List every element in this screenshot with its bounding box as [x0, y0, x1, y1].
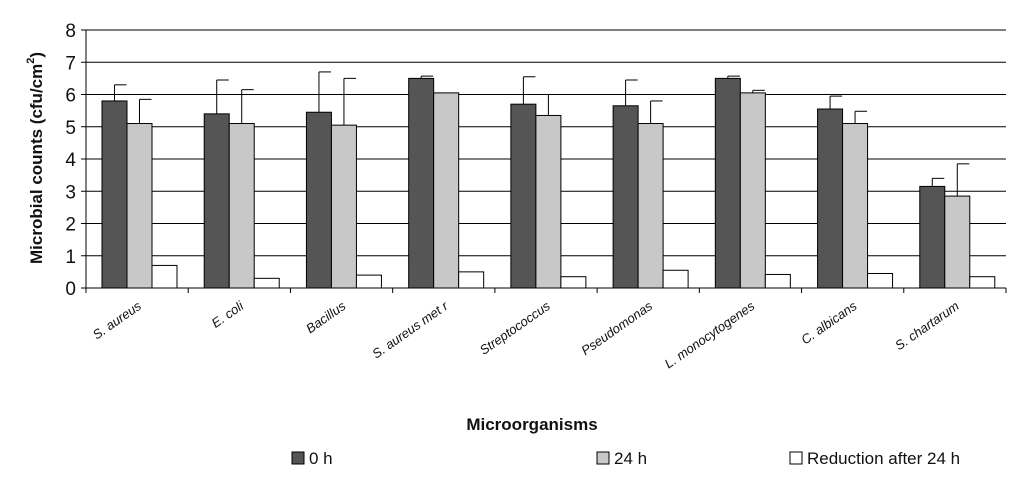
x-tick-label-7: C. albicans	[798, 298, 860, 347]
bar-1-7	[842, 123, 869, 289]
x-tick-label-6: L. monocytogenes	[662, 298, 758, 372]
bar-1-6	[739, 92, 766, 289]
bar-0-8	[919, 185, 946, 289]
x-tick-label-3: S. aureus met r	[369, 298, 451, 362]
y-tick-label-6: 6	[65, 86, 76, 107]
x-tick-label-5: Pseudomonas	[578, 298, 655, 358]
y-tick-label-2: 2	[65, 215, 76, 236]
bar-1-2	[330, 124, 357, 289]
legend-swatch-0h	[291, 451, 305, 465]
y-axis-title-main: Microbial counts (cfu/cm	[27, 64, 46, 264]
y-tick-label-3: 3	[65, 182, 76, 203]
legend-label-0h: 0 h	[309, 449, 333, 468]
legend-label-24h: 24 h	[614, 449, 647, 468]
bar-0-1	[203, 113, 230, 289]
bar-1-8	[944, 195, 971, 289]
bar-0-7	[817, 108, 844, 289]
bar-2-1	[253, 277, 280, 289]
x-axis-title: Microorganisms	[466, 415, 597, 434]
bar-2-2	[355, 274, 382, 289]
bar-0-5	[612, 105, 639, 289]
bar-1-4	[535, 114, 562, 289]
bar-2-8	[969, 276, 996, 289]
y-tick-label-8: 8	[65, 21, 76, 42]
bar-2-6	[764, 273, 791, 289]
legend-swatch-24h	[596, 451, 610, 465]
bar-0-0	[101, 100, 128, 289]
y-tick-label-0: 0	[65, 279, 76, 300]
bar-1-0	[126, 123, 153, 289]
bar-1-3	[433, 92, 460, 289]
bar-2-7	[867, 272, 894, 289]
y-tick-label-7: 7	[65, 53, 76, 74]
bar-0-4	[510, 103, 537, 289]
bar-1-5	[637, 123, 664, 289]
x-tick-label-8: S. chartarum	[892, 298, 962, 353]
legend-label-reduction: Reduction after 24 h	[807, 449, 960, 468]
legend: 0 h 24 h Reduction after 24 h	[291, 449, 960, 468]
y-tick-label-5: 5	[65, 118, 76, 139]
y-tick-label-4: 4	[65, 150, 76, 171]
bar-2-4	[560, 276, 587, 289]
y-axis-title-superscript: 2	[25, 58, 37, 64]
bar-2-5	[662, 269, 689, 289]
bar-0-6	[714, 77, 741, 289]
legend-swatch-reduction	[789, 451, 803, 465]
axes	[81, 29, 1007, 293]
x-tick-label-1: E. coli	[209, 298, 248, 331]
x-tick-label-0: S. aureus	[90, 298, 145, 342]
bar-0-2	[305, 111, 332, 289]
bars	[101, 71, 996, 289]
bar-2-0	[151, 264, 178, 289]
y-axis-title-suffix: )	[27, 52, 46, 58]
bar-0-3	[408, 77, 435, 289]
x-tick-label-2: Bacillus	[303, 298, 349, 336]
y-axis-title: Microbial counts (cfu/cm2)	[25, 52, 46, 264]
bar-1-1	[228, 123, 255, 289]
bar-2-3	[458, 271, 485, 289]
y-tick-label-1: 1	[65, 247, 76, 268]
x-tick-label-4: Streptococcus	[477, 298, 553, 358]
